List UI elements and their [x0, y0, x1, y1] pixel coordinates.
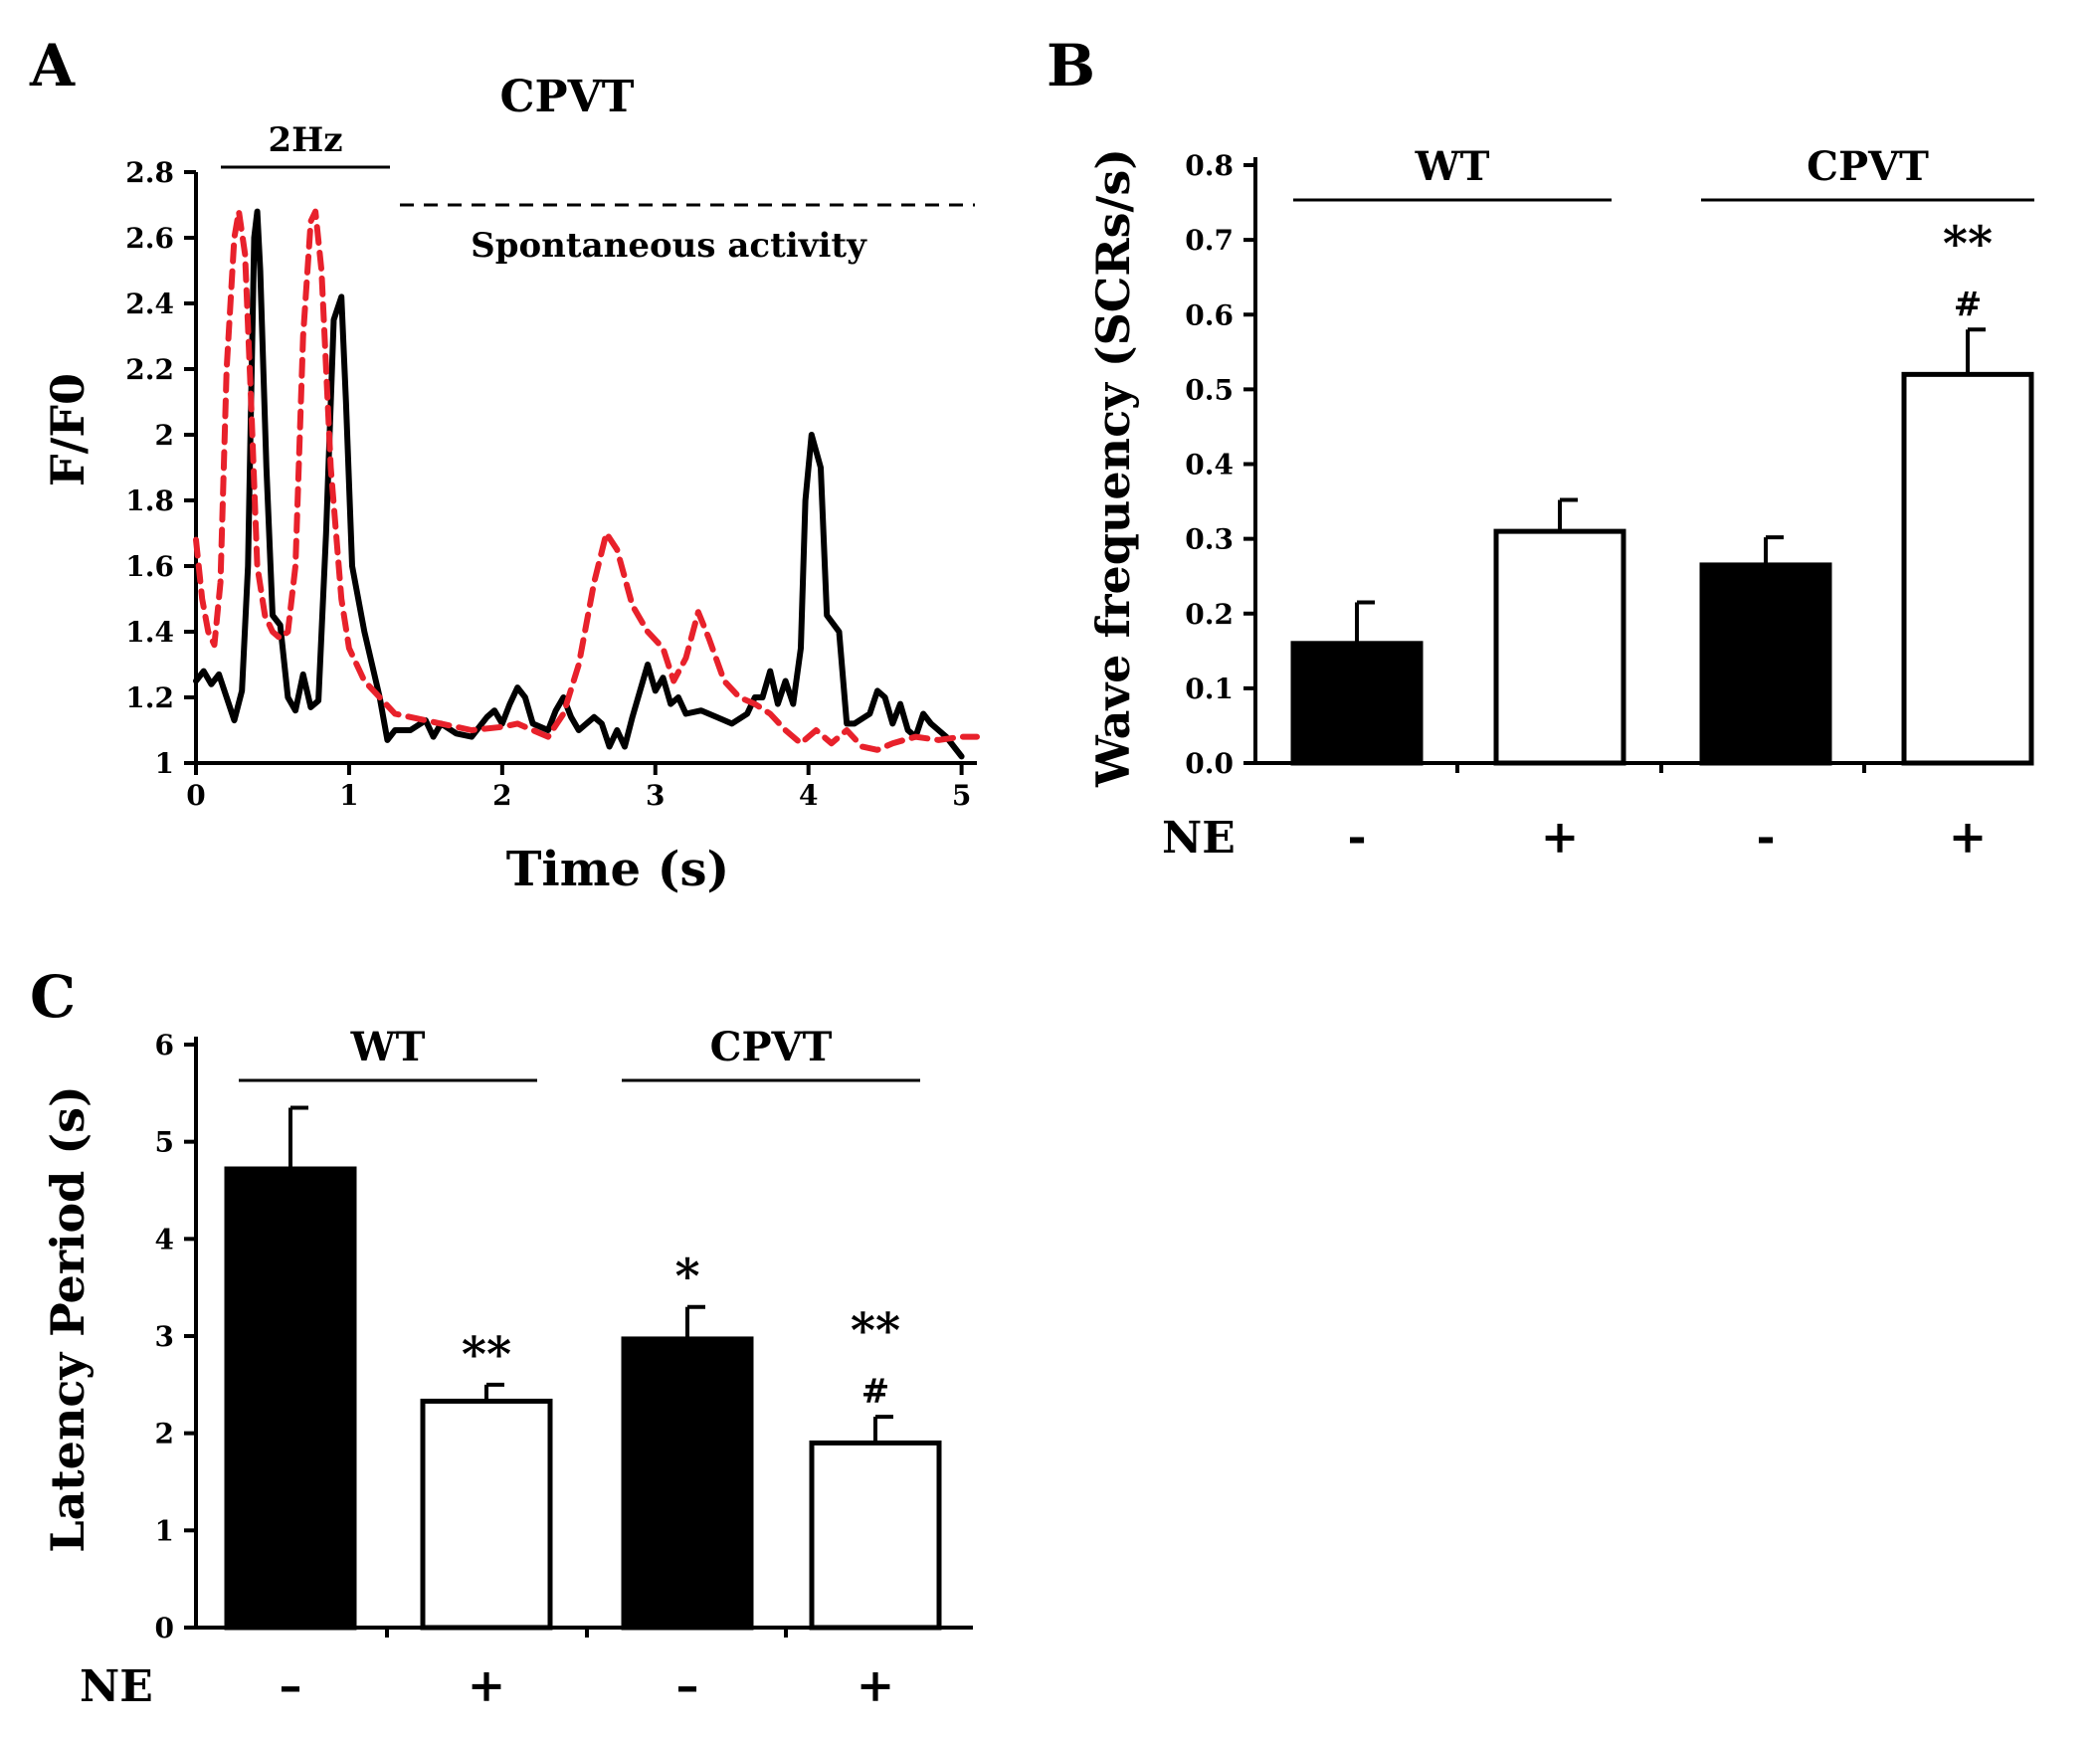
panel-c-sig-hash-4: #	[861, 1372, 890, 1412]
panel-c-ne-sign-1: –	[280, 1658, 302, 1712]
panel-c-y-tick-label: 0	[155, 1612, 174, 1644]
panel-b-y-tick-label: 0.8	[1185, 149, 1234, 182]
panel-a-y-tick-label: 2.2	[125, 353, 174, 386]
series-line-black-trace	[193, 208, 965, 760]
panel-b-bar-1	[1290, 641, 1424, 766]
panel-c-bars	[224, 1105, 942, 1631]
panel-a-line-chart: A CPVT 2Hz Spontaneous activity 1 1.2 1.4 1…	[29, 32, 980, 897]
series-line-red-trace	[193, 208, 980, 753]
panel-c-y-tick-label: 1	[155, 1514, 174, 1547]
panel-c-letter: C	[30, 963, 76, 1031]
panel-b-ne-label: NE	[1162, 813, 1236, 864]
panel-b-bars	[1290, 327, 2034, 766]
panel-c-y-tick-label: 3	[155, 1320, 174, 1353]
panel-b-groups: WT CPVT	[1293, 143, 2034, 202]
panel-b-y-tick-label: 0.6	[1185, 298, 1234, 331]
panel-a-y-tick-label: 2.4	[125, 288, 174, 320]
panel-c-bar-3	[621, 1336, 754, 1631]
panel-c-groups: WT CPVT	[239, 1024, 920, 1082]
panel-b-y-tick-label: 0.3	[1185, 523, 1234, 556]
panel-a-x-tick-label: 5	[952, 779, 971, 812]
panel-a-y-tick-label: 1.4	[125, 616, 174, 649]
panel-c-bar-4	[809, 1440, 942, 1631]
panel-a-y-tick-label: 1	[155, 747, 174, 780]
panel-c-ne-sign-2: +	[468, 1658, 506, 1712]
panel-a-x-label: Time (s)	[506, 842, 729, 897]
panel-b-bar-chart: B 0.0 0.1 0.2 0.3 0.4 0.5 0.6 0.7 0.8 WT CPVT NE …	[1047, 32, 2034, 864]
panel-a-y-tick-label: 2.8	[125, 156, 174, 189]
panel-b-ne-row: NE - + - +	[1162, 810, 1987, 864]
panel-a-y-tick-label: 1.6	[125, 550, 174, 583]
panel-c-ne-sign-3: –	[676, 1658, 699, 1712]
panel-b-ne-sign-3: -	[1756, 810, 1775, 864]
panel-a-x-tick-label: 2	[492, 779, 511, 812]
panel-c-bar-2	[420, 1398, 553, 1631]
panel-c-y-label: Latency Period (s)	[41, 1085, 95, 1552]
panel-a-y-tick-label: 2	[155, 419, 174, 452]
panel-c-sig-star-3: *	[674, 1250, 699, 1305]
panel-c-y-tick-label: 5	[155, 1126, 174, 1159]
panel-a-y-label: F/F0	[41, 373, 95, 486]
spontaneous-label: Spontaneous activity	[471, 226, 867, 266]
panel-a-x-tick-label: 0	[186, 779, 205, 812]
panel-b-bar-4	[1901, 371, 2034, 766]
panel-b-axes: 0.0 0.1 0.2 0.3 0.4 0.5 0.6 0.7 0.8	[1185, 149, 1986, 780]
panel-b-group-label-wt: WT	[1415, 143, 1490, 190]
panel-c-significance: *****#	[462, 1250, 900, 1412]
panel-c-ne-label: NE	[80, 1661, 153, 1712]
panel-b-group-label-cpvt: CPVT	[1807, 143, 1929, 190]
panel-b-significance: ** #	[1943, 216, 1993, 324]
panel-b-bar-3	[1699, 562, 1832, 766]
panel-a-letter: A	[29, 32, 76, 99]
panel-b-y-tick-label: 0.0	[1185, 747, 1234, 780]
panel-a-y-tick-label: 2.6	[125, 222, 174, 255]
panel-a-y-tick-label: 1.2	[125, 681, 174, 714]
panel-a-series	[193, 208, 980, 760]
panel-b-ne-sign-2: +	[1541, 810, 1580, 864]
panel-c-sig-star-4: **	[851, 1303, 900, 1359]
stim-label: 2Hz	[268, 120, 342, 160]
panel-a-x-tick-label: 1	[339, 779, 358, 812]
panel-c-y-tick-label: 6	[155, 1029, 174, 1062]
panel-c-ne-row: NE – + – +	[80, 1658, 894, 1712]
panel-b-bar-2	[1493, 528, 1626, 766]
panel-c-sig-star-2: **	[462, 1327, 511, 1383]
panel-b-y-tick-label: 0.7	[1185, 224, 1234, 257]
panel-c-group-label-cpvt: CPVT	[710, 1024, 833, 1070]
panel-a-title: CPVT	[500, 72, 635, 122]
panel-b-ne-sign-1: -	[1347, 810, 1366, 864]
panel-b-y-tick-label: 0.5	[1185, 373, 1234, 406]
panel-b-y-label: Wave frequency (SCRs/s)	[1086, 148, 1140, 788]
panel-c-ne-sign-4: +	[857, 1658, 895, 1712]
panel-b-letter: B	[1047, 32, 1095, 99]
panel-b-ne-sign-4: +	[1949, 810, 1988, 864]
panel-b-sig-star-4: **	[1943, 216, 1993, 272]
panel-a-axes: 11.21.41.61.822.22.42.62.80 1 2 3 4 5	[125, 156, 977, 812]
panel-c-group-label-wt: WT	[350, 1024, 426, 1070]
panel-c-y-tick-label: 4	[155, 1223, 174, 1255]
panel-a-y-tick-label: 1.8	[125, 484, 174, 517]
panel-b-y-tick-label: 0.1	[1185, 673, 1234, 705]
panel-c-bar-1	[224, 1166, 357, 1631]
panel-b-y-tick-label: 0.2	[1185, 598, 1234, 631]
panel-b-sig-hash-4: #	[1954, 285, 1983, 324]
panel-a-x-tick-label: 3	[646, 779, 665, 812]
panel-b-y-tick-label: 0.4	[1185, 449, 1234, 482]
panel-a-x-tick-label: 4	[799, 779, 818, 812]
panel-c-y-tick-label: 2	[155, 1418, 174, 1450]
